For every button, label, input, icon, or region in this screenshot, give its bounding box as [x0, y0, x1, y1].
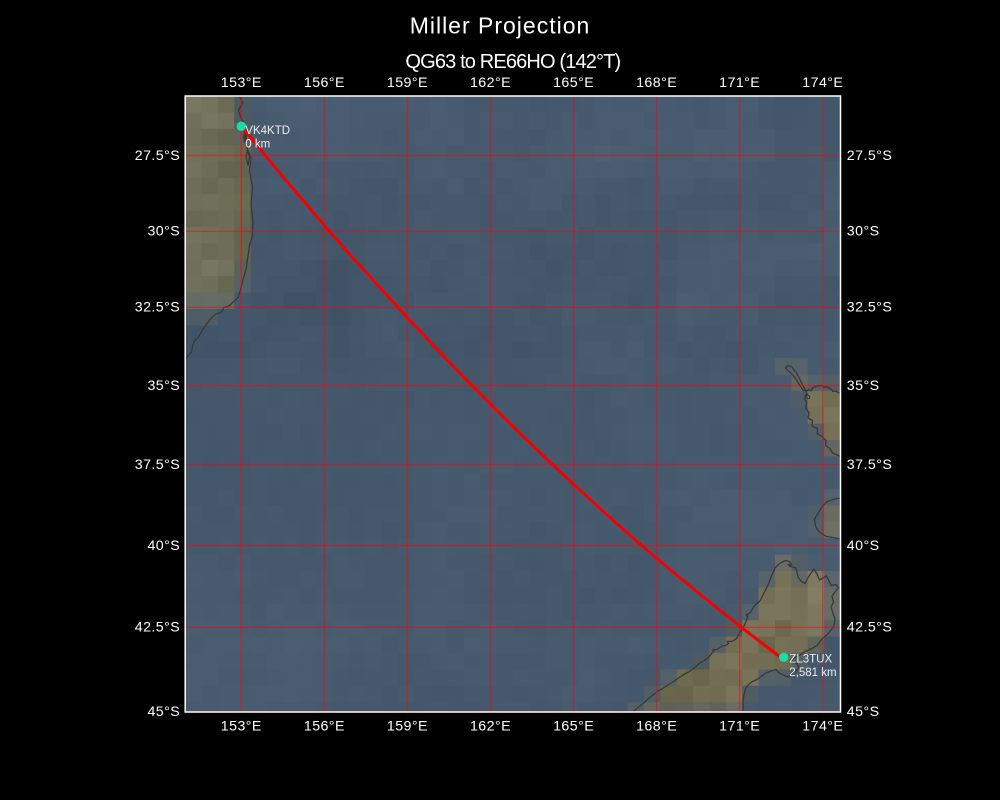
svg-text:27.5°S: 27.5°S: [847, 148, 892, 164]
svg-text:30°S: 30°S: [847, 224, 880, 240]
svg-text:171°E: 171°E: [719, 719, 760, 735]
svg-text:168°E: 168°E: [636, 75, 677, 91]
svg-text:2,581 km: 2,581 km: [789, 667, 836, 679]
svg-text:165°E: 165°E: [553, 719, 594, 735]
svg-text:153°E: 153°E: [221, 719, 262, 735]
svg-text:ZL3TUX: ZL3TUX: [789, 654, 832, 666]
svg-text:35°S: 35°S: [147, 378, 180, 394]
svg-text:30°S: 30°S: [147, 224, 180, 240]
svg-text:45°S: 45°S: [847, 704, 880, 720]
svg-text:165°E: 165°E: [553, 75, 594, 91]
svg-text:156°E: 156°E: [304, 719, 345, 735]
svg-text:37.5°S: 37.5°S: [847, 457, 892, 473]
svg-text:40°S: 40°S: [847, 538, 880, 554]
svg-text:159°E: 159°E: [387, 75, 428, 91]
svg-text:174°E: 174°E: [802, 75, 843, 91]
svg-text:32.5°S: 32.5°S: [847, 300, 892, 316]
svg-text:42.5°S: 42.5°S: [847, 620, 892, 636]
svg-text:42.5°S: 42.5°S: [135, 620, 180, 636]
svg-text:40°S: 40°S: [147, 538, 180, 554]
svg-text:QG63 to RE66HO (142°T): QG63 to RE66HO (142°T): [405, 51, 620, 73]
svg-text:153°E: 153°E: [221, 75, 262, 91]
svg-text:162°E: 162°E: [470, 75, 511, 91]
svg-text:32.5°S: 32.5°S: [135, 300, 180, 316]
svg-text:35°S: 35°S: [847, 378, 880, 394]
svg-text:37.5°S: 37.5°S: [135, 457, 180, 473]
svg-text:27.5°S: 27.5°S: [135, 148, 180, 164]
svg-text:171°E: 171°E: [719, 75, 760, 91]
svg-text:Miller Projection: Miller Projection: [410, 13, 591, 39]
svg-text:0 km: 0 km: [245, 138, 270, 150]
svg-text:156°E: 156°E: [304, 75, 345, 91]
svg-text:159°E: 159°E: [387, 719, 428, 735]
svg-text:168°E: 168°E: [636, 719, 677, 735]
svg-text:VK4KTD: VK4KTD: [245, 125, 290, 137]
svg-text:45°S: 45°S: [147, 704, 180, 720]
svg-text:174°E: 174°E: [802, 719, 843, 735]
svg-text:162°E: 162°E: [470, 719, 511, 735]
